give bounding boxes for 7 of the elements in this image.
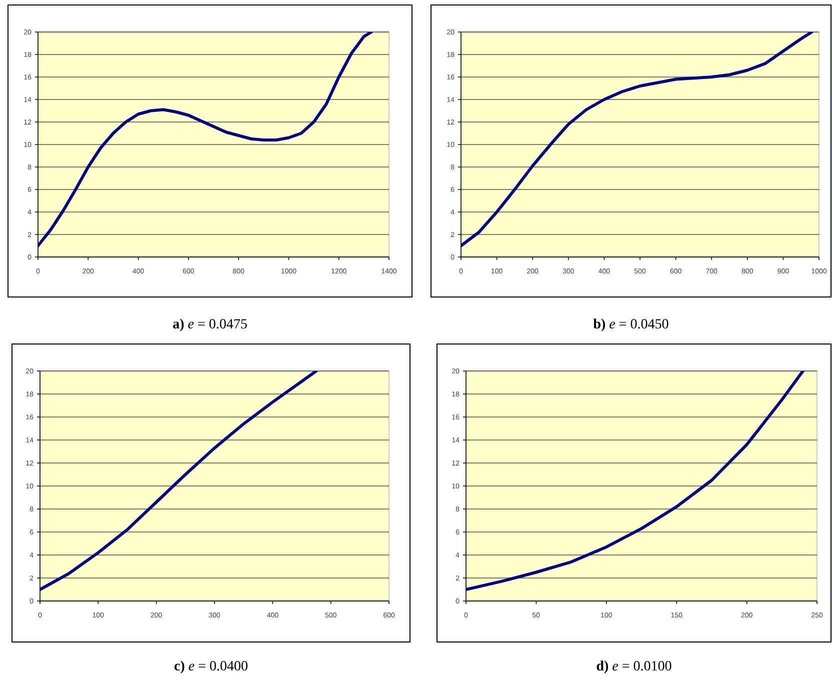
line-series [40, 371, 318, 591]
text: a) e = 0.0475 [173, 318, 247, 332]
text: c) e = 0.0400 [174, 660, 248, 674]
text: b) e = 0.0450 [593, 318, 668, 332]
line-series [38, 32, 373, 248]
line-series [466, 371, 804, 591]
text: d) e = 0.0100 [596, 660, 672, 674]
